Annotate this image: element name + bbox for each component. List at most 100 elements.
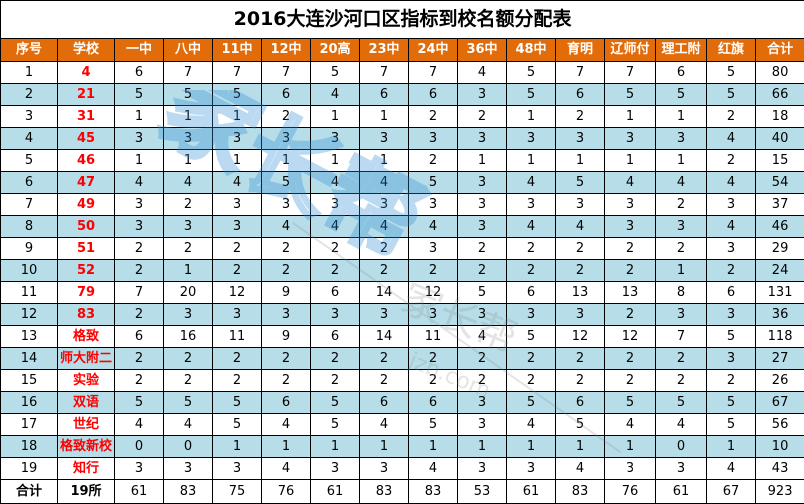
- quota-cell[interactable]: 2: [707, 106, 756, 128]
- row-total-cell[interactable]: 26: [756, 370, 804, 392]
- quota-cell[interactable]: 2: [115, 370, 164, 392]
- quota-cell[interactable]: 1: [213, 150, 262, 172]
- quota-cell[interactable]: 3: [605, 216, 656, 238]
- quota-cell[interactable]: 4: [360, 172, 409, 194]
- quota-cell[interactable]: 1: [164, 150, 213, 172]
- quota-cell[interactable]: 7: [360, 62, 409, 84]
- quota-cell[interactable]: 5: [656, 392, 707, 414]
- quota-cell[interactable]: 3: [458, 172, 507, 194]
- quota-cell[interactable]: 5: [115, 84, 164, 106]
- quota-cell[interactable]: 2: [656, 370, 707, 392]
- quota-cell[interactable]: 3: [707, 238, 756, 260]
- column-header[interactable]: 48中: [507, 39, 556, 62]
- quota-cell[interactable]: 3: [707, 304, 756, 326]
- quota-cell[interactable]: 7: [605, 62, 656, 84]
- quota-cell[interactable]: 2: [360, 370, 409, 392]
- quota-cell[interactable]: 2: [409, 370, 458, 392]
- quota-cell[interactable]: 3: [458, 414, 507, 436]
- school-cell[interactable]: 知行: [58, 458, 115, 480]
- quota-cell[interactable]: 3: [656, 458, 707, 480]
- quota-cell[interactable]: 4: [115, 172, 164, 194]
- grand-total-cell[interactable]: 923: [756, 480, 804, 504]
- quota-cell[interactable]: 4: [507, 172, 556, 194]
- quota-cell[interactable]: 4: [311, 216, 360, 238]
- row-number-cell[interactable]: 7: [1, 194, 58, 216]
- quota-cell[interactable]: 2: [458, 348, 507, 370]
- quota-cell[interactable]: 8: [656, 282, 707, 304]
- column-total-cell[interactable]: 76: [262, 480, 311, 504]
- quota-cell[interactable]: 11: [213, 326, 262, 348]
- quota-cell[interactable]: 3: [458, 458, 507, 480]
- row-total-cell[interactable]: 10: [756, 436, 804, 458]
- row-number-cell[interactable]: 15: [1, 370, 58, 392]
- row-number-cell[interactable]: 11: [1, 282, 58, 304]
- quota-cell[interactable]: 2: [360, 260, 409, 282]
- quota-cell[interactable]: 4: [164, 414, 213, 436]
- quota-cell[interactable]: 3: [311, 194, 360, 216]
- quota-cell[interactable]: 2: [556, 370, 605, 392]
- quota-cell[interactable]: 2: [164, 370, 213, 392]
- school-cell[interactable]: 45: [58, 128, 115, 150]
- quota-cell[interactable]: 4: [409, 458, 458, 480]
- quota-cell[interactable]: 3: [556, 194, 605, 216]
- column-total-cell[interactable]: 76: [605, 480, 656, 504]
- quota-cell[interactable]: 16: [164, 326, 213, 348]
- quota-cell[interactable]: 1: [656, 260, 707, 282]
- quota-cell[interactable]: 2: [458, 238, 507, 260]
- quota-cell[interactable]: 6: [360, 84, 409, 106]
- quota-cell[interactable]: 3: [656, 128, 707, 150]
- quota-cell[interactable]: 20: [164, 282, 213, 304]
- table-title[interactable]: 2016大连沙河口区指标到校名额分配表: [1, 1, 804, 39]
- school-cell[interactable]: 师大附二: [58, 348, 115, 370]
- quota-cell[interactable]: 2: [409, 348, 458, 370]
- quota-cell[interactable]: 6: [360, 392, 409, 414]
- column-header[interactable]: 学校: [58, 39, 115, 62]
- quota-cell[interactable]: 2: [409, 106, 458, 128]
- quota-cell[interactable]: 3: [311, 458, 360, 480]
- quota-cell[interactable]: 2: [707, 150, 756, 172]
- column-total-cell[interactable]: 83: [360, 480, 409, 504]
- quota-cell[interactable]: 5: [556, 414, 605, 436]
- quota-cell[interactable]: 2: [556, 260, 605, 282]
- quota-cell[interactable]: 4: [507, 414, 556, 436]
- quota-cell[interactable]: 12: [213, 282, 262, 304]
- quota-cell[interactable]: 2: [605, 348, 656, 370]
- quota-cell[interactable]: 4: [262, 458, 311, 480]
- quota-cell[interactable]: 1: [507, 150, 556, 172]
- quota-cell[interactable]: 3: [605, 128, 656, 150]
- quota-cell[interactable]: 6: [556, 392, 605, 414]
- quota-cell[interactable]: 3: [115, 128, 164, 150]
- row-total-cell[interactable]: 80: [756, 62, 804, 84]
- quota-cell[interactable]: 2: [115, 348, 164, 370]
- quota-cell[interactable]: 2: [656, 348, 707, 370]
- quota-cell[interactable]: 2: [360, 348, 409, 370]
- quota-cell[interactable]: 6: [311, 282, 360, 304]
- quota-cell[interactable]: 2: [360, 238, 409, 260]
- column-header[interactable]: 育明: [556, 39, 605, 62]
- quota-cell[interactable]: 2: [213, 370, 262, 392]
- column-header[interactable]: 20高: [311, 39, 360, 62]
- row-total-cell[interactable]: 56: [756, 414, 804, 436]
- quota-cell[interactable]: 1: [656, 150, 707, 172]
- quota-cell[interactable]: 3: [164, 216, 213, 238]
- quota-cell[interactable]: 4: [556, 216, 605, 238]
- school-cell[interactable]: 52: [58, 260, 115, 282]
- quota-cell[interactable]: 3: [213, 216, 262, 238]
- row-total-cell[interactable]: 46: [756, 216, 804, 238]
- quota-cell[interactable]: 4: [507, 216, 556, 238]
- row-number-cell[interactable]: 17: [1, 414, 58, 436]
- quota-cell[interactable]: 4: [605, 414, 656, 436]
- quota-cell[interactable]: 1: [707, 436, 756, 458]
- quota-cell[interactable]: 9: [262, 282, 311, 304]
- row-number-cell[interactable]: 5: [1, 150, 58, 172]
- school-cell[interactable]: 世纪: [58, 414, 115, 436]
- quota-cell[interactable]: 11: [409, 326, 458, 348]
- quota-cell[interactable]: 5: [556, 172, 605, 194]
- quota-cell[interactable]: 2: [507, 260, 556, 282]
- quota-cell[interactable]: 3: [409, 304, 458, 326]
- quota-cell[interactable]: 1: [115, 150, 164, 172]
- quota-cell[interactable]: 2: [507, 238, 556, 260]
- quota-cell[interactable]: 1: [164, 260, 213, 282]
- quota-cell[interactable]: 4: [311, 84, 360, 106]
- quota-cell[interactable]: 1: [507, 106, 556, 128]
